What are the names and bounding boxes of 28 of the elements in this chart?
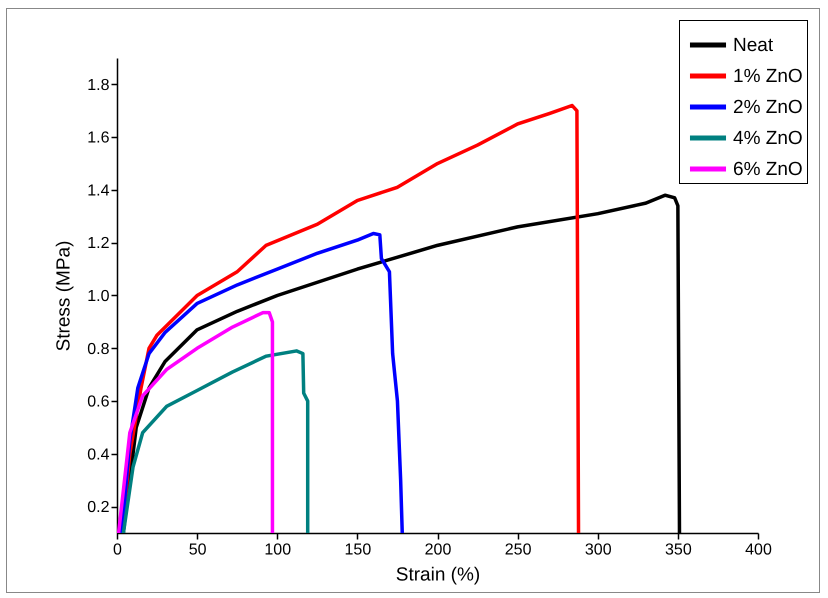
x-tick-label: 250 [504,542,532,558]
line-series [122,349,310,533]
y-tick-label: 1.4 [87,182,110,200]
legend-label: 6% ZnO [733,159,803,180]
y-tick-label: 0.4 [87,446,110,464]
x-tick-label: 100 [264,542,292,558]
y-tick-label: 1.2 [87,235,110,252]
y-tick-label: 1.0 [87,288,110,305]
x-tick-label: 350 [665,542,692,558]
x-tick-label: 200 [424,542,452,558]
y-tick-label: 0.8 [87,340,110,358]
legend-label: Neat [733,35,774,56]
x-tick-label: 300 [584,542,612,558]
x-tick-label: 50 [188,542,207,558]
y-tick-label: 0.6 [87,394,110,411]
legend-label: 1% ZnO [733,66,803,87]
legend-label: 2% ZnO [733,97,803,118]
x-tick-label: 0 [113,542,122,558]
y-tick-label: 1.6 [87,130,110,147]
legend-label: 4% ZnO [733,128,803,149]
line-series [117,310,274,533]
y-tick-label: 1.8 [87,76,110,94]
x-tick-label: 150 [344,542,372,558]
x-axis-title: Strain (%) [396,564,480,586]
line-series [120,232,404,533]
y-axis-title: Stress (MPa) [53,240,74,352]
y-tick-label: 0.2 [87,499,110,516]
x-tick-label: 400 [745,542,772,558]
